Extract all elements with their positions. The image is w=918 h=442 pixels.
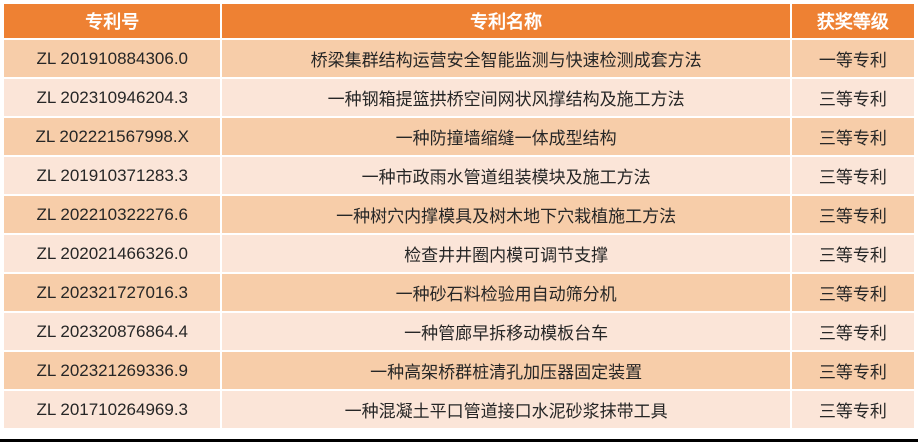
patent-name-cell: 一种管廊早拆移动模板台车: [222, 313, 790, 350]
column-header-patent-name: 专利名称: [222, 4, 790, 38]
table-row: ZL 202310946204.3 一种钢箱提篮拱桥空间网状风撑结构及施工方法 …: [4, 79, 914, 116]
table-row: ZL 201910371283.3 一种市政雨水管道组装模块及施工方法 三等专利: [4, 157, 914, 194]
patent-no-cell: ZL 202221567998.X: [4, 118, 221, 155]
award-level-cell: 三等专利: [791, 157, 914, 194]
award-level-cell: 一等专利: [791, 40, 914, 77]
award-level-cell: 三等专利: [791, 391, 914, 428]
award-level-cell: 三等专利: [791, 313, 914, 350]
table-row: ZL 202320876864.4 一种管廊早拆移动模板台车 三等专利: [4, 313, 914, 350]
patent-name-cell: 检查井井圈内模可调节支撑: [222, 235, 790, 272]
award-level-cell: 三等专利: [791, 352, 914, 389]
patent-no-cell: ZL 201710264969.3: [4, 391, 221, 428]
patent-no-cell: ZL 201910884306.0: [4, 40, 221, 77]
column-header-patent-no: 专利号: [4, 4, 221, 38]
patent-award-table: 专利号 专利名称 获奖等级 ZL 201910884306.0 桥梁集群结构运营…: [2, 2, 916, 430]
patent-name-cell: 一种钢箱提篮拱桥空间网状风撑结构及施工方法: [222, 79, 790, 116]
award-level-cell: 三等专利: [791, 274, 914, 311]
patent-name-cell: 一种市政雨水管道组装模块及施工方法: [222, 157, 790, 194]
patent-name-cell: 一种高架桥群桩清孔加压器固定装置: [222, 352, 790, 389]
patent-name-cell: 桥梁集群结构运营安全智能监测与快速检测成套方法: [222, 40, 790, 77]
patent-name-cell: 一种树穴内撑模具及树木地下穴栽植施工方法: [222, 196, 790, 233]
award-level-cell: 三等专利: [791, 196, 914, 233]
patent-no-cell: ZL 202310946204.3: [4, 79, 221, 116]
patent-name-cell: 一种混凝土平口管道接口水泥砂浆抹带工具: [222, 391, 790, 428]
table-row: ZL 202321727016.3 一种砂石料检验用自动筛分机 三等专利: [4, 274, 914, 311]
award-level-cell: 三等专利: [791, 79, 914, 116]
table-row: ZL 202210322276.6 一种树穴内撑模具及树木地下穴栽植施工方法 三…: [4, 196, 914, 233]
table-header-row: 专利号 专利名称 获奖等级: [4, 4, 914, 38]
table-row: ZL 201910884306.0 桥梁集群结构运营安全智能监测与快速检测成套方…: [4, 40, 914, 77]
patent-no-cell: ZL 201910371283.3: [4, 157, 221, 194]
column-header-award-level: 获奖等级: [791, 4, 914, 38]
patent-no-cell: ZL 202210322276.6: [4, 196, 221, 233]
table-row: ZL 202021466326.0 检查井井圈内模可调节支撑 三等专利: [4, 235, 914, 272]
table-row: ZL 202321269336.9 一种高架桥群桩清孔加压器固定装置 三等专利: [4, 352, 914, 389]
patent-name-cell: 一种防撞墙缩缝一体成型结构: [222, 118, 790, 155]
table-row: ZL 202221567998.X 一种防撞墙缩缝一体成型结构 三等专利: [4, 118, 914, 155]
table-body: ZL 201910884306.0 桥梁集群结构运营安全智能监测与快速检测成套方…: [4, 40, 914, 428]
award-level-cell: 三等专利: [791, 235, 914, 272]
patent-no-cell: ZL 202321269336.9: [4, 352, 221, 389]
award-level-cell: 三等专利: [791, 118, 914, 155]
patent-no-cell: ZL 202321727016.3: [4, 274, 221, 311]
patent-name-cell: 一种砂石料检验用自动筛分机: [222, 274, 790, 311]
table-row: ZL 201710264969.3 一种混凝土平口管道接口水泥砂浆抹带工具 三等…: [4, 391, 914, 428]
patent-no-cell: ZL 202320876864.4: [4, 313, 221, 350]
patent-no-cell: ZL 202021466326.0: [4, 235, 221, 272]
